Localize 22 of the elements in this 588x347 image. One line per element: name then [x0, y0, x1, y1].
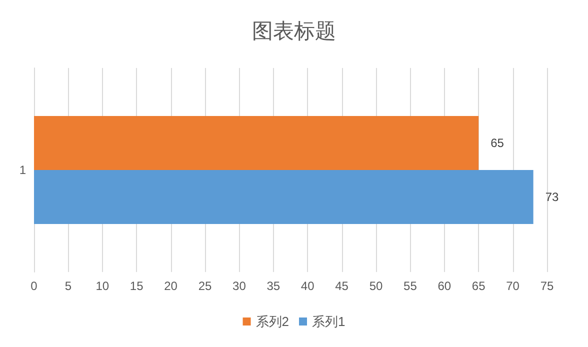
x-tick-label: 65	[472, 279, 486, 293]
x-tick-label: 20	[164, 279, 178, 293]
x-tick-label: 10	[96, 279, 110, 293]
x-tick-label: 25	[198, 279, 212, 293]
x-tick-label: 70	[506, 279, 520, 293]
x-tick-label: 60	[438, 279, 452, 293]
legend-label: 系列2	[256, 314, 290, 329]
x-tick-label: 75	[540, 279, 554, 293]
x-tick-label: 40	[300, 279, 315, 293]
x-tick-label: 30	[232, 279, 246, 293]
x-tick-label: 35	[266, 279, 280, 293]
chart-title: 图表标题	[252, 20, 336, 43]
data-label: 65	[490, 136, 504, 150]
legend-label: 系列1	[312, 314, 346, 329]
data-label: 73	[545, 190, 559, 204]
x-tick-label: 5	[64, 279, 72, 293]
x-tick-label: 55	[404, 279, 418, 293]
x-tick-label: 50	[369, 279, 383, 293]
y-tick-label: 1	[19, 163, 26, 177]
x-tick-label: 45	[335, 279, 349, 293]
x-tick-label: 0	[30, 279, 38, 293]
x-tick-label: 15	[130, 279, 144, 293]
